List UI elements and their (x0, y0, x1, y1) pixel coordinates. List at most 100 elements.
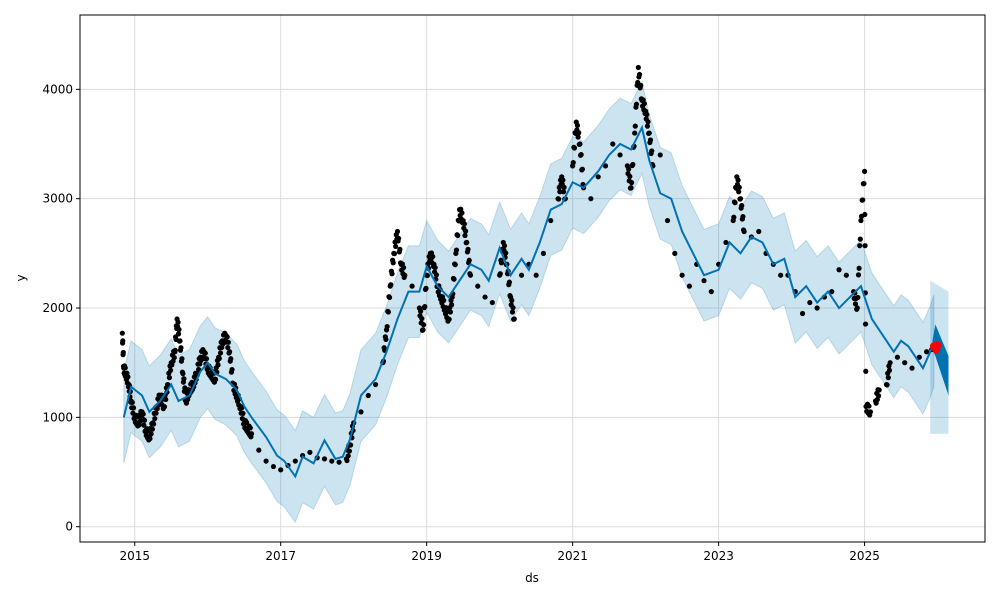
observed-point (588, 196, 594, 202)
observed-point (857, 236, 863, 242)
observed-point (633, 101, 640, 107)
observed-point (140, 411, 146, 417)
observed-point (814, 305, 820, 311)
observed-point (247, 425, 253, 431)
observed-point (256, 447, 262, 453)
observed-point (278, 467, 284, 473)
x-tick-label: 2015 (119, 549, 150, 563)
observed-point (909, 365, 915, 371)
observed-points (119, 64, 935, 473)
observed-point (876, 387, 882, 393)
observed-point (453, 247, 460, 253)
observed-point (610, 141, 616, 147)
observed-point (571, 145, 578, 151)
observed-point (509, 297, 515, 303)
observed-point (417, 308, 424, 314)
observed-point (894, 354, 901, 360)
observed-point (630, 161, 636, 168)
x-tick-label: 2025 (849, 549, 880, 563)
observed-point (576, 130, 582, 136)
observed-point (503, 250, 509, 256)
observed-point (217, 350, 224, 356)
observed-point (168, 367, 174, 373)
observed-point (854, 305, 860, 311)
observed-point (148, 431, 154, 437)
observed-point (579, 166, 585, 172)
observed-point (861, 168, 868, 174)
observed-point (396, 235, 402, 242)
observed-point (855, 272, 862, 278)
observed-point (447, 309, 453, 315)
observed-point (858, 217, 864, 224)
observed-point (213, 376, 219, 383)
observed-point (177, 338, 183, 344)
observed-point (578, 151, 584, 158)
observed-point (263, 458, 269, 464)
observed-point (595, 174, 601, 180)
observed-point (424, 272, 430, 279)
observed-point (465, 246, 471, 252)
observed-point (862, 211, 868, 218)
observed-point (451, 276, 457, 282)
y-tick-label: 4000 (42, 82, 73, 96)
observed-point (632, 123, 638, 129)
observed-point (152, 416, 158, 422)
observed-point (636, 71, 643, 78)
observed-point (419, 315, 425, 322)
observed-point (497, 271, 503, 277)
observed-point (646, 130, 652, 136)
observed-point (248, 431, 255, 437)
observed-point (533, 272, 539, 278)
observed-point (617, 152, 623, 158)
observed-point (506, 279, 512, 285)
observed-point (449, 302, 455, 308)
observed-point (843, 272, 849, 278)
observed-point (916, 354, 922, 360)
observed-point (372, 381, 379, 388)
observed-point (179, 356, 185, 362)
observed-point (141, 417, 148, 423)
observed-point (125, 374, 131, 380)
observed-point (778, 272, 784, 278)
observed-point (178, 345, 184, 351)
observed-point (181, 376, 187, 382)
observed-point (866, 403, 872, 409)
observed-point (632, 130, 638, 136)
observed-point (737, 196, 744, 202)
observed-point (510, 305, 516, 311)
observed-point (345, 453, 351, 459)
forecast-line (122, 124, 949, 479)
highlighted-point (933, 341, 942, 350)
observed-point (385, 309, 391, 315)
observed-point (498, 260, 505, 266)
observed-point (560, 189, 567, 195)
observed-point (862, 243, 868, 249)
observed-point (147, 436, 153, 442)
observed-point (884, 382, 890, 388)
y-tick-label: 2000 (42, 301, 73, 315)
observed-point (557, 189, 563, 195)
observed-point (756, 228, 762, 235)
observed-point (348, 442, 354, 448)
observed-point (887, 360, 893, 366)
observed-point (229, 367, 235, 373)
observed-point (635, 64, 641, 71)
observed-point (829, 289, 835, 295)
observed-point (388, 282, 394, 288)
observed-point (664, 217, 671, 224)
observed-point (430, 254, 436, 260)
observed-point (509, 309, 516, 315)
observed-point (902, 360, 908, 366)
observed-point (482, 294, 488, 300)
x-tick-label: 2017 (265, 549, 296, 563)
observed-point (560, 177, 566, 183)
observed-point (336, 459, 342, 465)
observed-point (163, 396, 169, 403)
observed-point (459, 210, 465, 216)
observed-point (860, 197, 866, 203)
observed-point (244, 419, 250, 426)
yhat-line (122, 124, 935, 479)
observed-point (329, 458, 335, 464)
observed-point (570, 159, 576, 166)
observed-point (153, 410, 159, 416)
